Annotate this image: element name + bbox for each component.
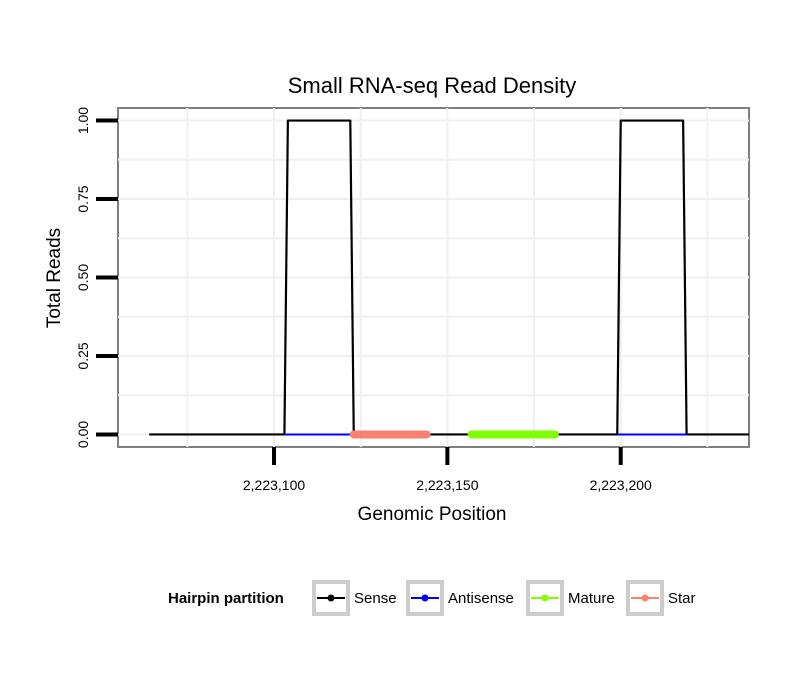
series-lines xyxy=(149,119,749,439)
legend-label-star: Star xyxy=(668,590,696,607)
legend-label-mature: Mature xyxy=(568,590,615,607)
legend-label-antisense: Antisense xyxy=(448,590,514,607)
grid-lines xyxy=(118,108,749,447)
legend: Hairpin partition Sense Antisense Mature St… xyxy=(168,580,696,616)
y-tick-label: 0.75 xyxy=(75,185,91,212)
chart-title: Small RNA-seq Read Density xyxy=(288,73,577,98)
legend-point-antisense xyxy=(421,594,429,602)
x-axis: 2,223,100 2,223,150 2,223,200 xyxy=(243,447,652,493)
y-axis-label: Total Reads xyxy=(44,228,65,328)
legend-point-sense xyxy=(327,594,335,602)
x-tick-label: 2,223,150 xyxy=(416,477,478,493)
legend-point-star xyxy=(641,594,649,602)
y-tick-label: 1.00 xyxy=(75,107,91,134)
x-tick-label: 2,223,200 xyxy=(590,477,652,493)
legend-label-sense: Sense xyxy=(354,590,397,607)
y-tick-label: 0.50 xyxy=(75,264,91,291)
x-axis-label: Genomic Position xyxy=(358,504,507,525)
y-tick-label: 0.25 xyxy=(75,342,91,369)
y-axis: 0.00 0.25 0.50 0.75 1.00 xyxy=(75,107,118,448)
legend-point-mature xyxy=(541,594,549,602)
legend-title: Hairpin partition xyxy=(168,590,284,607)
x-tick-label: 2,223,100 xyxy=(243,477,305,493)
y-tick-label: 0.00 xyxy=(75,421,91,448)
